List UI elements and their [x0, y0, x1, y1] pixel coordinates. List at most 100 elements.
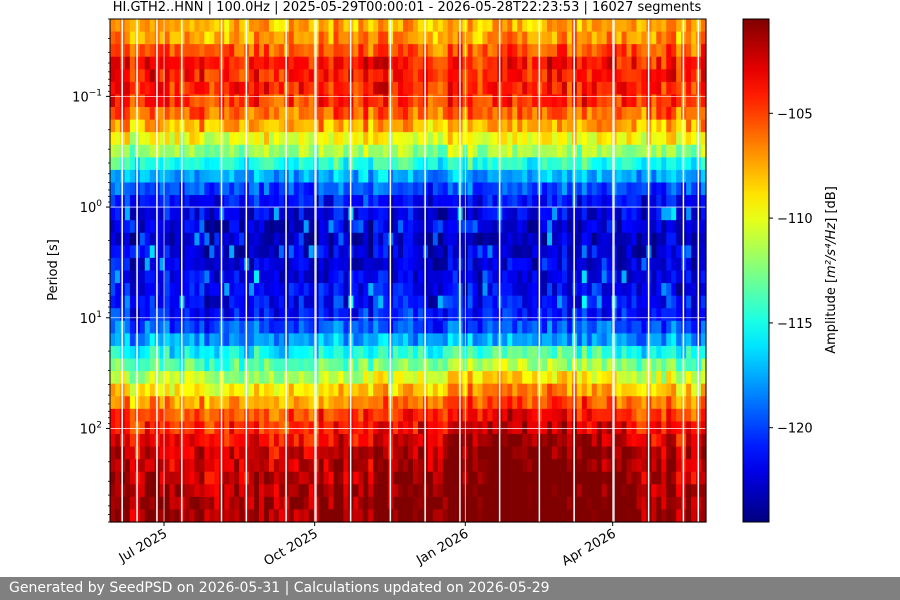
heatmap-cell	[144, 308, 151, 322]
heatmap-cell	[393, 220, 399, 234]
heatmap-cell	[417, 245, 424, 259]
heatmap-cell	[576, 220, 583, 234]
heatmap-cell	[239, 207, 245, 221]
heatmap-cell	[596, 396, 603, 410]
heatmap-cell	[303, 169, 310, 184]
heatmap-cell	[293, 69, 300, 83]
heatmap-cell	[447, 195, 454, 209]
heatmap-cell	[259, 245, 265, 259]
heatmap-cell	[308, 257, 315, 272]
heatmap-cell	[124, 232, 131, 246]
heatmap-cell	[631, 207, 638, 221]
heatmap-cell	[542, 320, 548, 334]
heatmap-cell	[194, 157, 200, 171]
heatmap-cell	[606, 182, 613, 196]
heatmap-cell	[293, 195, 300, 209]
heatmap-cell	[343, 195, 349, 209]
heatmap-cell	[626, 446, 633, 460]
heatmap-cell	[110, 333, 116, 347]
heatmap-cell	[149, 484, 156, 498]
heatmap-cell	[343, 81, 349, 96]
heatmap-cell	[671, 44, 677, 58]
heatmap-cell	[552, 132, 558, 146]
heatmap-cell	[636, 358, 643, 372]
heatmap-cell	[254, 157, 260, 171]
heatmap-cell	[547, 207, 553, 221]
heatmap-cell	[437, 509, 444, 523]
heatmap-cell	[273, 408, 280, 422]
heatmap-cell	[412, 358, 419, 372]
heatmap-cell	[641, 459, 647, 473]
heatmap-cell	[616, 433, 623, 448]
heatmap-cell	[298, 207, 305, 221]
heatmap-cell	[273, 119, 280, 133]
heatmap-cell	[507, 94, 513, 108]
heatmap-cell	[527, 132, 533, 146]
heatmap-cell	[110, 245, 116, 259]
heatmap-cell	[259, 195, 265, 209]
heatmap-cell	[403, 169, 409, 184]
heatmap-cell	[209, 169, 215, 184]
heatmap-cell	[517, 44, 523, 58]
heatmap-cell	[636, 19, 643, 33]
heatmap-cell	[149, 119, 156, 133]
heatmap-cell	[656, 408, 662, 422]
heatmap-cell	[586, 270, 593, 284]
heatmap-cell	[566, 257, 573, 272]
heatmap-cell	[656, 157, 662, 171]
heatmap-cell	[616, 345, 623, 360]
heatmap-cell	[383, 182, 389, 196]
heatmap-cell	[373, 459, 379, 473]
data-gap-line	[538, 19, 541, 522]
heatmap-cell	[378, 182, 384, 196]
heatmap-cell	[124, 257, 131, 272]
heatmap-cell	[184, 496, 191, 511]
heatmap-cell	[254, 408, 260, 422]
heatmap-cell	[129, 484, 136, 498]
heatmap-cell	[229, 157, 235, 171]
heatmap-cell	[323, 496, 330, 511]
heatmap-cell	[432, 295, 439, 309]
heatmap-cell	[576, 56, 583, 70]
heatmap-cell	[164, 144, 171, 158]
heatmap-cell	[408, 19, 414, 33]
heatmap-cell	[124, 31, 131, 45]
heatmap-cell	[532, 56, 538, 70]
heatmap-cell	[174, 119, 181, 133]
heatmap-cell	[666, 383, 672, 397]
heatmap-cell	[393, 44, 399, 58]
heatmap-cell	[616, 270, 623, 284]
heatmap-cell	[502, 371, 508, 385]
heatmap-cell	[174, 81, 181, 96]
heatmap-cell	[368, 119, 374, 133]
heatmap-cell	[412, 94, 419, 108]
heatmap-cell	[487, 408, 494, 422]
heatmap-cell	[308, 408, 315, 422]
heatmap-cell	[263, 484, 270, 498]
heatmap-cell	[591, 421, 598, 435]
heatmap-cell	[393, 345, 399, 360]
heatmap-cell	[512, 81, 518, 96]
heatmap-cell	[353, 107, 359, 121]
heatmap-cell	[353, 44, 359, 58]
heatmap-column	[338, 19, 345, 523]
heatmap-cell	[502, 283, 508, 297]
heatmap-cell	[517, 333, 523, 347]
heatmap-cell	[467, 396, 474, 410]
heatmap-cell	[363, 169, 369, 184]
heatmap-cell	[691, 295, 697, 309]
heatmap-cell	[199, 383, 205, 397]
heatmap-cell	[492, 358, 498, 372]
heatmap-cell	[358, 459, 364, 473]
heatmap-cell	[263, 44, 270, 58]
heatmap-cell	[368, 207, 374, 221]
heatmap-cell	[626, 484, 633, 498]
heatmap-cell	[353, 471, 359, 485]
heatmap-cell	[214, 471, 220, 485]
heatmap-cell	[129, 144, 136, 158]
heatmap-cell	[114, 496, 121, 511]
heatmap-cell	[542, 421, 548, 435]
heatmap-cell	[358, 270, 364, 284]
heatmap-cell	[323, 94, 330, 108]
heatmap-cell	[303, 446, 310, 460]
